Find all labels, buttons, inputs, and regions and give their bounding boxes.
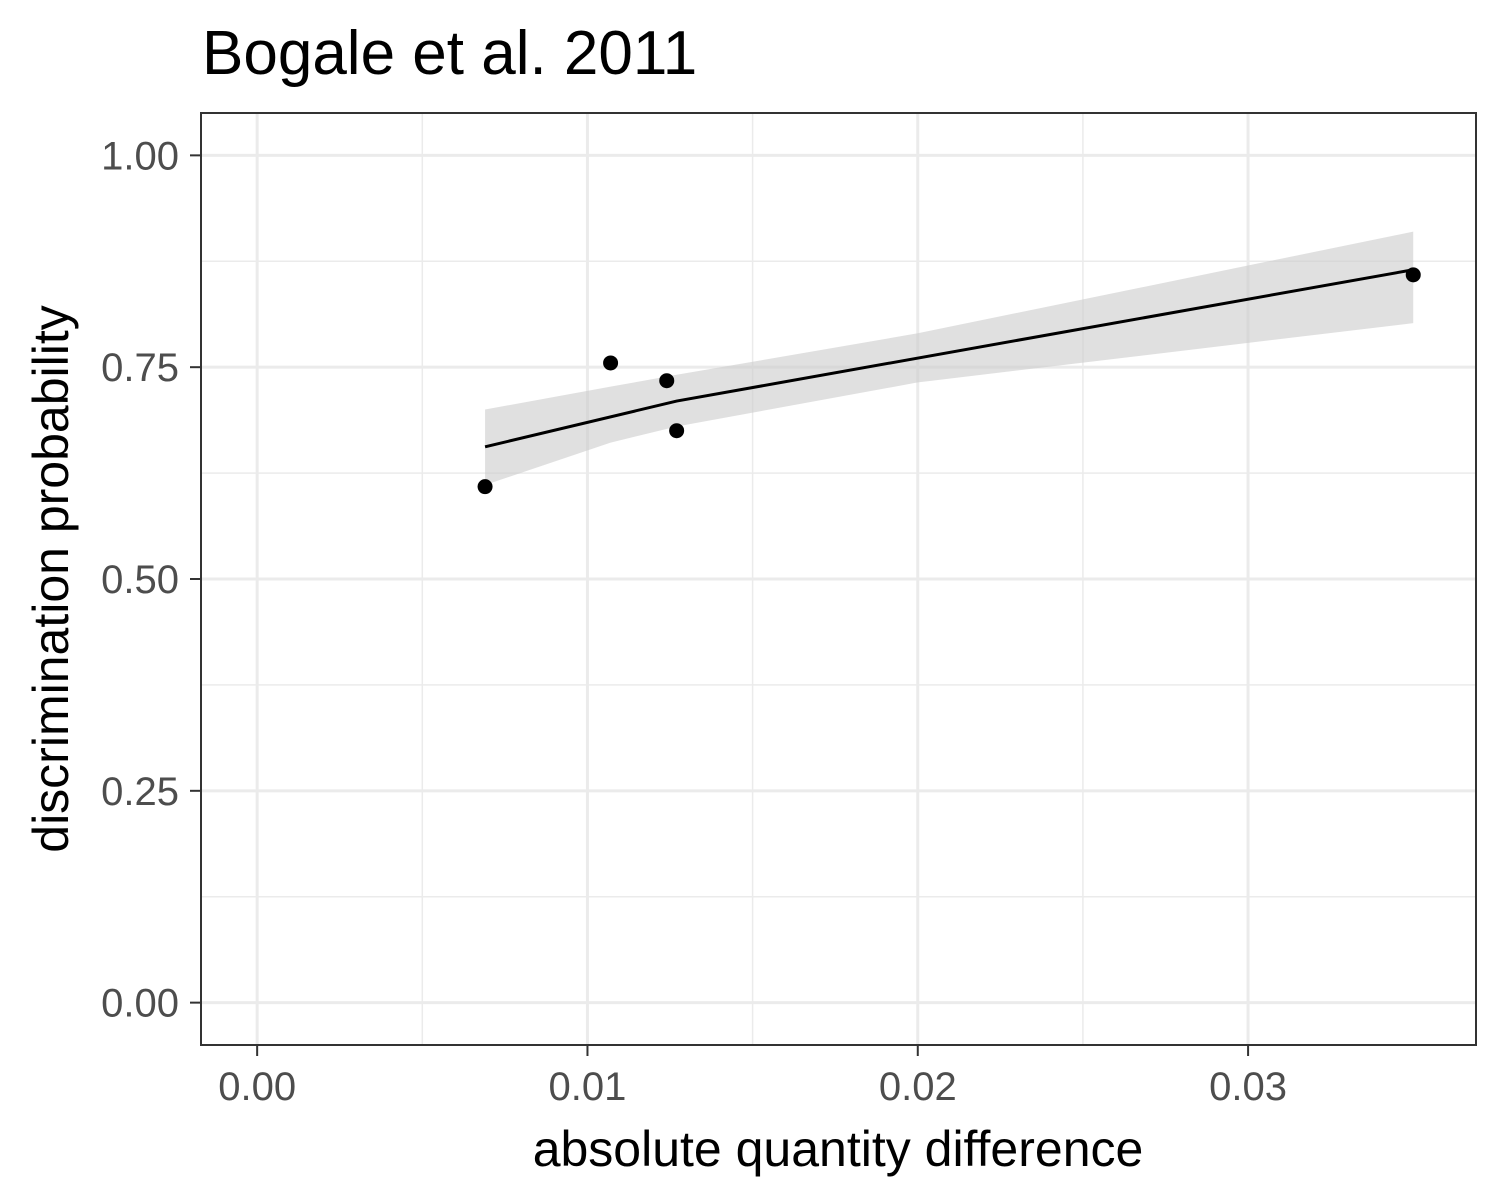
fit-line [484, 268, 1414, 449]
y-tick-label: 0.25 [101, 770, 179, 814]
data-point [603, 355, 619, 371]
grid [201, 113, 1476, 1045]
x-tick-label: 0.01 [549, 1065, 627, 1109]
y-tick-label: 1.00 [101, 134, 179, 178]
data-point [477, 479, 493, 495]
y-axis-title: discrimination probability [23, 305, 79, 852]
x-tick-label: 0.03 [1209, 1065, 1287, 1109]
data-point [659, 373, 675, 389]
confidence-band-layer [485, 231, 1414, 485]
x-axis-title: absolute quantity difference [533, 1121, 1144, 1177]
chart-title: Bogale et al. 2011 [202, 19, 697, 88]
x-tick-label: 0.00 [218, 1065, 296, 1109]
y-tick-label: 0.00 [101, 982, 179, 1026]
x-tick-label: 0.02 [879, 1065, 957, 1109]
data-point [669, 423, 685, 439]
y-tick-label: 0.50 [101, 558, 179, 602]
confidence-band [485, 231, 1414, 485]
points-layer [477, 267, 1421, 495]
y-tick-label: 0.75 [101, 346, 179, 390]
fit-line-layer [484, 268, 1414, 449]
data-point [1405, 267, 1421, 283]
axes: 0.00 0.01 0.02 0.03 0.00 0.25 0.50 0.75 1.00 [101, 134, 1287, 1109]
